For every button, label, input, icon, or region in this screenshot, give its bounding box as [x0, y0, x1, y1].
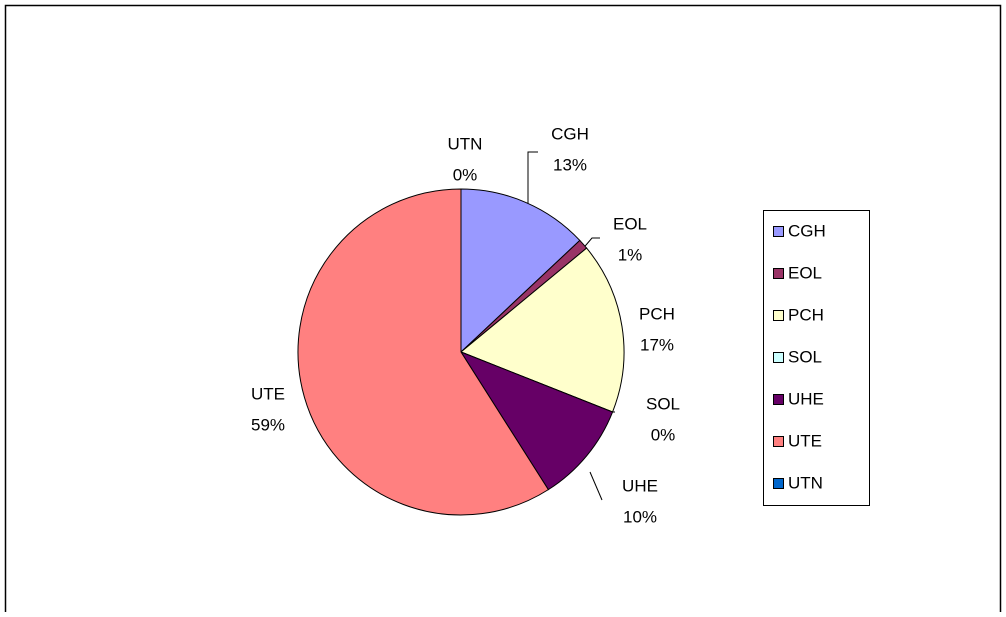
leader-line	[589, 471, 603, 501]
legend-label: UTE	[788, 431, 822, 450]
legend-swatch	[773, 436, 784, 447]
slice-label-value: 17%	[640, 335, 674, 354]
legend-swatch	[773, 268, 784, 279]
slice-label-name: SOL	[646, 394, 680, 413]
slice-label-value: 1%	[618, 245, 643, 264]
slice-label-value: 10%	[623, 507, 657, 526]
pie-slice	[460, 188, 581, 354]
legend-label: SOL	[788, 347, 822, 366]
legend-swatch	[773, 310, 784, 321]
chart-border	[4, 4, 1002, 612]
pie-slice	[459, 350, 614, 491]
slice-label-name: EOL	[613, 214, 647, 233]
legend-label: EOL	[788, 263, 822, 282]
slice-label-name: UHE	[622, 476, 658, 495]
legend-label: CGH	[788, 221, 826, 240]
slice-label-value: 59%	[251, 415, 285, 434]
slice-label-name: CGH	[551, 124, 589, 143]
slice-label-name: PCH	[639, 304, 675, 323]
slice-label-value: 0%	[453, 165, 478, 184]
leader-line	[527, 151, 538, 210]
legend-swatch	[773, 478, 784, 489]
slice-label-name: UTE	[251, 384, 285, 403]
legend-swatch	[773, 394, 784, 405]
legend-label: PCH	[788, 305, 824, 324]
slice-label-name: UTN	[448, 134, 483, 153]
legend-swatch	[773, 352, 784, 363]
slice-label-value: 0%	[651, 425, 676, 444]
pie-slice	[297, 188, 550, 516]
legend-swatch	[773, 226, 784, 237]
legend-label: UTN	[788, 473, 823, 492]
legend-label: UHE	[788, 389, 824, 408]
pie-slice	[460, 247, 625, 413]
slice-label-value: 13%	[553, 155, 587, 174]
